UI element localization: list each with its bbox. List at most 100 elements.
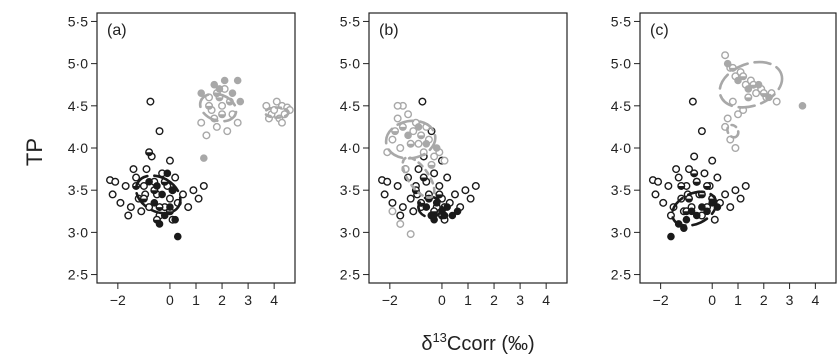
- data-point-fill: [151, 190, 158, 194]
- data-point: [414, 139, 423, 148]
- data-point-fill: [690, 173, 698, 177]
- data-point: [674, 173, 683, 182]
- x-axis-title-superscript: 13: [432, 330, 446, 345]
- panel-label: (c): [650, 22, 669, 39]
- data-point: [703, 181, 712, 190]
- data-point-fill: [693, 181, 701, 186]
- y-tick-label: 2·5: [340, 267, 360, 283]
- data-point: [731, 186, 740, 195]
- data-point: [414, 123, 423, 131]
- data-point: [659, 198, 668, 207]
- data-point: [223, 127, 232, 136]
- data-point: [419, 173, 428, 182]
- data-point: [111, 177, 120, 186]
- data-point-fill: [132, 185, 140, 190]
- data-point: [396, 143, 405, 152]
- data-point: [443, 203, 451, 211]
- sea-ellipse: [718, 60, 784, 109]
- data-point: [427, 160, 436, 169]
- x-tick-label: 1: [464, 292, 472, 308]
- panel-label: (b): [379, 22, 399, 39]
- data-point: [200, 154, 208, 162]
- data-point: [692, 177, 701, 186]
- y-tick-label: 5·5: [340, 13, 360, 29]
- data-point: [744, 93, 753, 102]
- sea-ellipse: [198, 92, 238, 123]
- data-point-fill: [156, 207, 163, 211]
- data-point: [396, 219, 405, 228]
- x-tick-label: 2: [490, 292, 498, 308]
- y-tick-label: 5·0: [340, 56, 360, 72]
- data-point: [155, 203, 164, 212]
- data-point: [741, 181, 750, 190]
- panel-3: 2·5 3·0 3·5 4·0 4·5 5·0 5·5 −2 0 1 2 3 4 (c): [611, 12, 837, 308]
- panels-group: 2·5 3·0 3·5 4·0 4·5 5·0 5·5 −2 0 1 2 3 4 (a) 2·5 3·0 3·5…: [68, 12, 837, 308]
- data-point: [731, 143, 740, 152]
- data-point: [406, 230, 415, 239]
- y-tick-label: 4·5: [340, 98, 360, 114]
- data-point: [422, 203, 431, 211]
- data-point: [687, 207, 696, 216]
- data-point-fill: [140, 198, 148, 202]
- data-point: [759, 89, 768, 98]
- data-point: [129, 165, 138, 174]
- sea-ellipse: [263, 106, 290, 119]
- data-point: [212, 122, 221, 131]
- data-point: [228, 89, 237, 97]
- data-point: [754, 80, 763, 89]
- data-point: [414, 165, 423, 174]
- data-point: [108, 190, 117, 199]
- data-point: [685, 194, 694, 203]
- data-point: [173, 232, 182, 241]
- data-point: [690, 169, 699, 178]
- x-tick-label: 1: [734, 292, 742, 308]
- data-point: [772, 97, 781, 106]
- panel-1: 2·5 3·0 3·5 4·0 4·5 5·0 5·5 −2 0 1 2 3 4 (a): [68, 12, 296, 308]
- data-point: [233, 118, 242, 127]
- data-point: [155, 220, 164, 228]
- panel-label: (a): [107, 22, 127, 39]
- data-point: [448, 211, 457, 220]
- x-tick-label: 4: [542, 292, 550, 308]
- data-point: [682, 215, 691, 224]
- y-tick-label: 5·5: [611, 13, 631, 29]
- data-point: [391, 127, 400, 136]
- data-point-fill: [218, 114, 226, 118]
- data-point: [406, 139, 415, 148]
- data-point: [651, 190, 660, 199]
- data-point: [189, 186, 198, 195]
- data-point-fill: [703, 185, 711, 190]
- x-tick-label: −2: [110, 292, 126, 308]
- data-point: [453, 207, 462, 216]
- y-tick-label: 3·5: [340, 182, 360, 198]
- data-point: [450, 190, 459, 199]
- data-point-fill: [425, 198, 433, 202]
- data-point-fill: [399, 126, 407, 131]
- y-tick-label: 4·0: [340, 140, 360, 156]
- x-tick-label: −2: [653, 292, 669, 308]
- y-tick-label: 3·0: [340, 224, 360, 240]
- data-point: [690, 152, 699, 161]
- data-point: [654, 177, 663, 186]
- data-point: [205, 101, 214, 110]
- data-point: [210, 80, 219, 89]
- data-point-fill: [205, 105, 213, 110]
- data-point: [721, 51, 730, 60]
- sea-ellipse: [401, 156, 436, 199]
- data-point: [233, 76, 242, 85]
- data-point: [672, 165, 681, 174]
- data-point: [168, 186, 177, 194]
- data-point: [739, 72, 748, 81]
- y-tick-label: 4·0: [68, 140, 88, 156]
- data-point: [710, 215, 719, 224]
- data-point: [404, 110, 413, 119]
- data-point: [723, 59, 732, 68]
- data-point: [163, 169, 172, 178]
- data-point: [471, 181, 480, 190]
- y-tick-label: 4·5: [68, 98, 88, 114]
- data-point: [171, 173, 180, 182]
- data-point: [430, 152, 439, 161]
- x-axis-title: δ13Ccorr (‰): [421, 330, 534, 355]
- data-point: [139, 194, 148, 203]
